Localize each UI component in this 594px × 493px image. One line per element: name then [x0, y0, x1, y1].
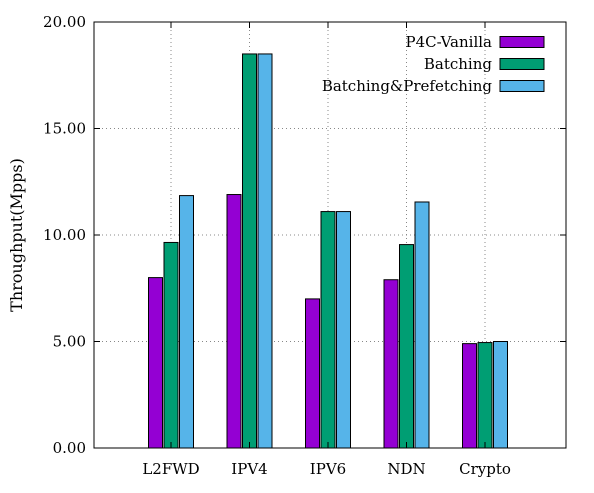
- bar-ipv6-batching: [320, 211, 336, 449]
- bar-l2fwd-p4c-vanilla: [148, 277, 163, 449]
- x-category-label-ipv4: IPV4: [231, 460, 267, 478]
- y-tick-label: 15.00: [43, 120, 86, 138]
- bar-crypto-p4c-vanilla: [462, 343, 477, 449]
- bar-ipv4-batching-prefetching: [257, 53, 273, 449]
- legend-label-p4c-vanilla: P4C-Vanilla: [406, 33, 493, 51]
- x-category-label-l2fwd: L2FWD: [142, 460, 199, 478]
- bar-ipv6-batching-prefetching: [336, 211, 351, 449]
- legend-label-batching: Batching: [424, 55, 493, 73]
- y-tick-label: 0.00: [53, 439, 86, 457]
- bar-l2fwd-batching-prefetching: [179, 195, 194, 449]
- y-tick-label: 10.00: [43, 226, 86, 244]
- legend-swatch-p4c-vanilla: [499, 36, 545, 48]
- legend: P4C-Vanilla Batching Batching&Prefetching: [322, 33, 545, 95]
- x-category-label-crypto: Crypto: [459, 460, 511, 478]
- plot-frame: [93, 21, 567, 449]
- legend-label-batching-prefetching: Batching&Prefetching: [322, 77, 493, 95]
- y-tick-label: 5.00: [53, 333, 86, 351]
- x-category-label-ipv6: IPV6: [310, 460, 346, 478]
- axes: 0.00 5.00 10.00 15.00 20.00 L2FWD IPV4 IPV6 NDN C…: [43, 13, 566, 478]
- legend-swatch-batching-prefetching: [499, 80, 545, 92]
- x-category-label-ndn: NDN: [387, 460, 425, 478]
- bar-ndn-batching: [399, 244, 414, 449]
- bar-l2fwd-batching: [163, 241, 179, 449]
- bar-ndn-batching-prefetching: [414, 201, 430, 449]
- bar-ndn-p4c-vanilla: [383, 279, 399, 449]
- bar-crypto-batching-prefetching: [493, 341, 508, 449]
- bar-ipv6-p4c-vanilla: [305, 298, 320, 449]
- bar-ipv4-p4c-vanilla: [226, 194, 242, 449]
- y-axis-label: Throughput(Mpps): [7, 158, 26, 312]
- bar-crypto-batching: [477, 342, 493, 449]
- bar-ipv4-batching: [242, 53, 257, 449]
- y-tick-label: 20.00: [43, 13, 86, 31]
- legend-swatch-batching: [499, 58, 545, 70]
- bars: [148, 53, 508, 449]
